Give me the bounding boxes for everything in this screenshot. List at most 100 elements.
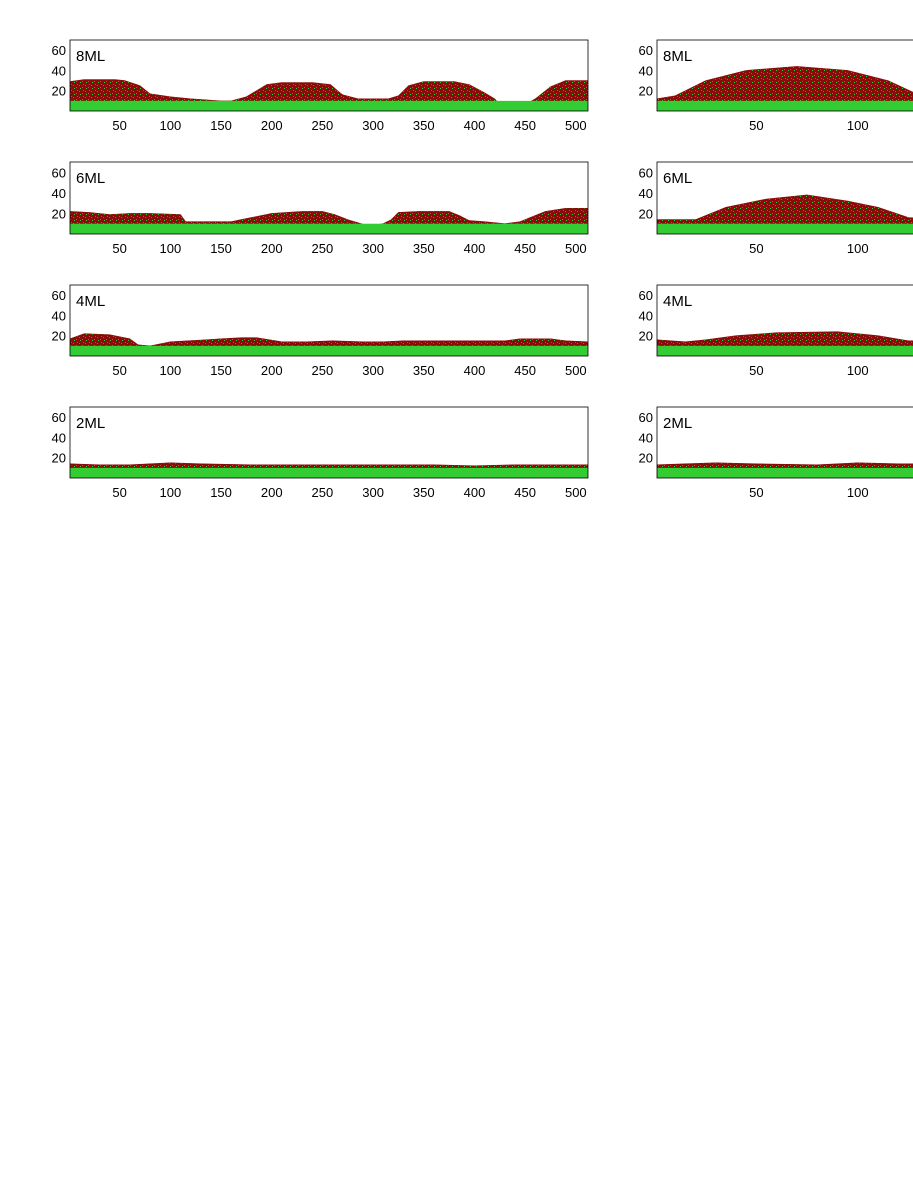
y-tick-label: 20 [639, 451, 653, 466]
substrate-layer [70, 467, 588, 478]
substrate-layer [70, 100, 588, 111]
x-tick-label: 50 [112, 485, 126, 500]
x-tick-label: 200 [261, 363, 283, 378]
x-tick-label: 150 [210, 363, 232, 378]
panel-label: 2ML [663, 415, 692, 432]
x-tick-label: 300 [362, 118, 384, 133]
x-tick-label: 500 [565, 485, 587, 500]
x-tick-label: 500 [565, 363, 587, 378]
x-tick-label: 500 [565, 241, 587, 256]
x-tick-label: 150 [210, 241, 232, 256]
plot-area [657, 331, 913, 356]
plot-frame [69, 284, 589, 357]
y-tick-label: 40 [52, 430, 66, 445]
x-tick-label: 100 [847, 241, 869, 256]
y-tick-label: 40 [52, 186, 66, 201]
y-tick-label: 60 [52, 165, 66, 180]
y-tick-label: 60 [639, 410, 653, 425]
y-tick-label: 20 [639, 206, 653, 221]
y-tick-label: 20 [52, 84, 66, 99]
plot-area [70, 208, 588, 234]
x-tick-label: 50 [749, 118, 763, 133]
plot-frame [656, 284, 913, 357]
y-tick-label: 60 [639, 288, 653, 303]
plot-area [70, 333, 588, 356]
substrate-layer [657, 100, 913, 111]
y-tick-label: 60 [52, 288, 66, 303]
x-tick-label: 250 [312, 363, 334, 378]
x-tick-label: 50 [112, 118, 126, 133]
x-tick-label: 100 [160, 118, 182, 133]
x-tick-label: 100 [847, 118, 869, 133]
x-tick-label: 200 [261, 485, 283, 500]
panel-label: 8ML [663, 48, 692, 65]
panel-label: 2ML [76, 415, 105, 432]
plot-area [70, 462, 588, 478]
panel-label: 8ML [76, 48, 105, 65]
plot-area [70, 79, 588, 111]
plot-frame [69, 161, 589, 235]
x-tick-label: 350 [413, 118, 435, 133]
x-tick-label: 100 [160, 241, 182, 256]
y-tick-label: 60 [52, 410, 66, 425]
plot-area [657, 66, 913, 111]
y-tick-label: 60 [639, 165, 653, 180]
x-tick-label: 300 [362, 363, 384, 378]
panel-3: 4ML 20 40 60 50 100 150 200 250 300 350 400 450 500 [52, 284, 589, 378]
x-tick-label: 350 [413, 363, 435, 378]
x-tick-label: 50 [749, 241, 763, 256]
panel-2: 6ML 20 40 60 50 100 150 200 250 300 350 400 450 500 [52, 161, 589, 256]
x-tick-label: 50 [749, 363, 763, 378]
panel-label: 4ML [76, 293, 105, 310]
x-tick-label: 50 [112, 363, 126, 378]
film-surface [657, 66, 913, 111]
y-tick-label: 40 [639, 186, 653, 201]
y-tick-label: 40 [639, 308, 653, 323]
substrate-layer [70, 223, 588, 234]
x-tick-label: 450 [514, 118, 536, 133]
x-tick-label: 350 [413, 485, 435, 500]
y-tick-label: 40 [639, 430, 653, 445]
x-tick-label: 100 [160, 363, 182, 378]
plot-area [657, 462, 913, 478]
panel-label: 6ML [663, 170, 692, 187]
x-tick-label: 300 [362, 241, 384, 256]
plot-area [657, 194, 913, 234]
x-tick-label: 350 [413, 241, 435, 256]
x-tick-label: 450 [514, 363, 536, 378]
y-tick-label: 60 [52, 43, 66, 58]
y-tick-label: 40 [639, 63, 653, 78]
y-tick-label: 20 [639, 329, 653, 344]
x-tick-label: 500 [565, 118, 587, 133]
x-tick-label: 100 [847, 485, 869, 500]
plot-frame [656, 406, 913, 479]
y-tick-label: 20 [52, 206, 66, 221]
plot-frame [69, 406, 589, 479]
substrate-layer [657, 345, 913, 356]
y-tick-label: 60 [639, 43, 653, 58]
y-tick-label: 20 [52, 451, 66, 466]
panel-4: 2ML 20 40 60 50 100 150 200 250 300 350 400 450 500 [52, 406, 589, 500]
x-tick-label: 400 [464, 118, 486, 133]
panel-label: 6ML [76, 170, 105, 187]
panel-1: 8ML 20 40 60 50 100 150 200 250 300 350 400 450 500 [52, 39, 589, 133]
x-tick-label: 450 [514, 485, 536, 500]
x-tick-label: 450 [514, 241, 536, 256]
substrate-layer [70, 345, 588, 356]
x-tick-label: 400 [464, 363, 486, 378]
x-tick-label: 300 [362, 485, 384, 500]
x-tick-label: 200 [261, 118, 283, 133]
x-tick-label: 150 [210, 118, 232, 133]
plot-frame [656, 161, 913, 235]
x-tick-label: 50 [112, 241, 126, 256]
x-tick-label: 250 [312, 118, 334, 133]
y-tick-label: 40 [52, 308, 66, 323]
panel-label: 4ML [663, 293, 692, 310]
substrate-layer [657, 223, 913, 234]
x-tick-label: 250 [312, 241, 334, 256]
